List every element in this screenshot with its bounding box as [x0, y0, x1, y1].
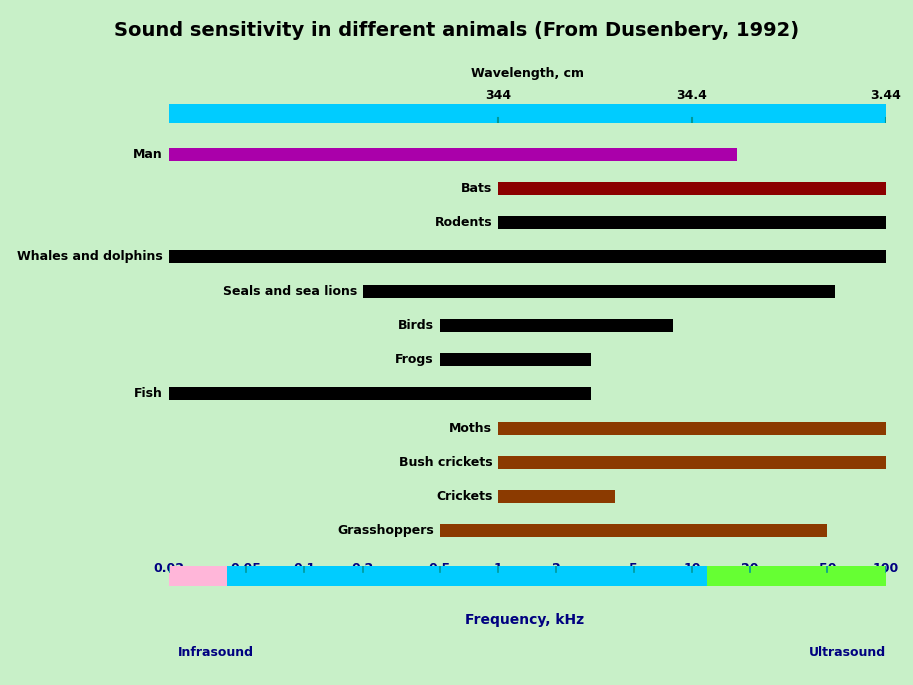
Bar — [440, 319, 673, 332]
Text: Moths: Moths — [449, 422, 492, 434]
Bar — [169, 148, 737, 161]
Text: Rodents: Rodents — [435, 216, 492, 229]
Bar — [708, 566, 886, 586]
Bar — [227, 566, 708, 586]
Bar — [498, 182, 886, 195]
Bar — [440, 353, 591, 366]
Text: Grasshoppers: Grasshoppers — [337, 525, 434, 537]
Text: Frequency, kHz: Frequency, kHz — [466, 613, 584, 627]
Text: Frogs: Frogs — [395, 353, 434, 366]
Text: Crickets: Crickets — [436, 490, 492, 503]
Text: Infrasound: Infrasound — [178, 646, 254, 658]
Text: Wavelength, cm: Wavelength, cm — [471, 66, 583, 79]
Bar — [498, 456, 886, 469]
Text: Whales and dolphins: Whales and dolphins — [17, 251, 163, 263]
Bar — [498, 422, 886, 435]
Text: Bush crickets: Bush crickets — [399, 456, 492, 469]
Text: 344: 344 — [485, 89, 511, 102]
Text: 3.44: 3.44 — [870, 89, 901, 102]
Bar — [169, 388, 591, 400]
Text: Sound sensitivity in different animals (From Dusenbery, 1992): Sound sensitivity in different animals (… — [114, 21, 799, 40]
Text: Ultrasound: Ultrasound — [809, 646, 886, 658]
Bar — [169, 566, 227, 586]
Text: 34.4: 34.4 — [677, 89, 708, 102]
Text: Fish: Fish — [134, 388, 163, 400]
Bar — [362, 285, 835, 298]
Bar — [169, 251, 886, 264]
Bar — [498, 490, 614, 503]
Bar — [440, 525, 827, 537]
Text: Man: Man — [133, 148, 163, 160]
Bar — [498, 216, 886, 229]
Text: Bats: Bats — [461, 182, 492, 195]
Text: Birds: Birds — [398, 319, 434, 332]
Text: Seals and sea lions: Seals and sea lions — [223, 285, 357, 297]
